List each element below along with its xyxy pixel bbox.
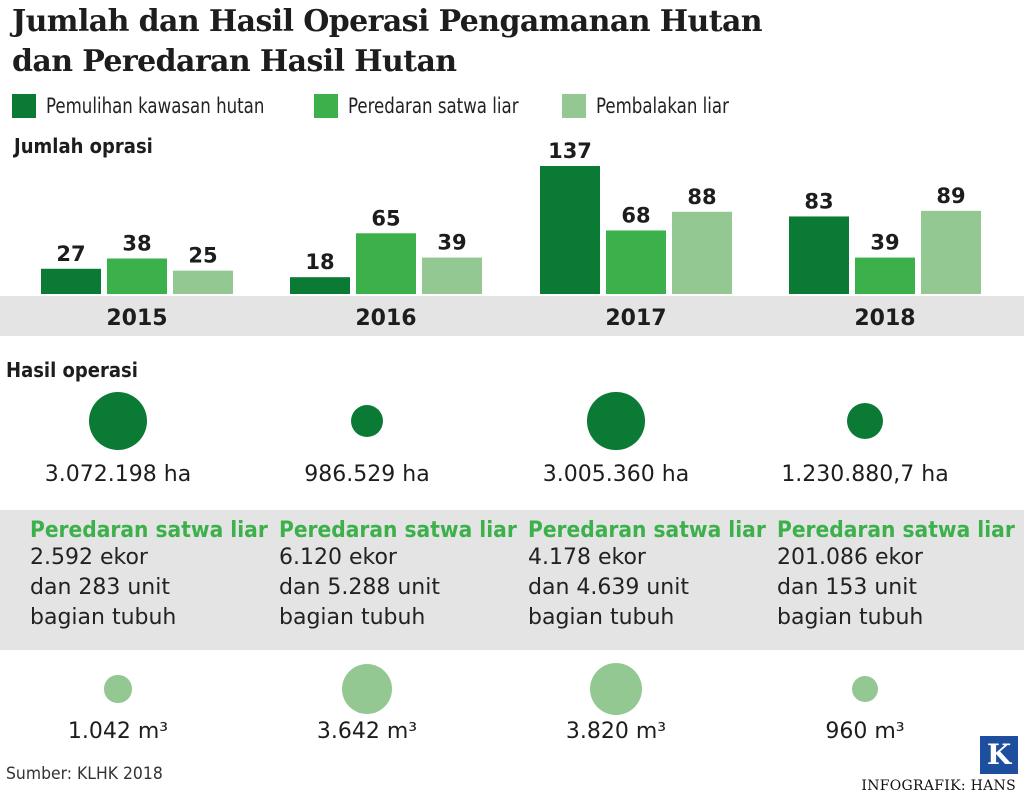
wildlife-col-2016: Peredaran satwa liar 6.120 ekor dan 5.28… [279,518,519,633]
wildlife-line: dan 153 unit [777,575,917,600]
bar-label-2016-pemulihan: 18 [305,250,334,274]
area-results-row: 3.072.198 ha 986.529 ha 3.005.360 ha 1.2… [0,388,1024,498]
bar-2015-pemulihan [41,268,101,294]
area-circle-2016 [350,404,384,438]
legend-item-satwa: Peredaran satwa liar [314,94,542,118]
wildlife-col-2015: Peredaran satwa liar 2.592 ekor dan 283 … [30,518,270,633]
area-circle-2017 [587,392,645,450]
infographic-credit: INFOGRAFIK: HANS [861,778,1016,794]
bar-2016-pemulihan [290,277,350,294]
bar-label-2015-satwa: 38 [122,231,151,255]
chart-title-line1: Jumlah dan Hasil Operasi Pengamanan Huta… [12,4,763,39]
wildlife-col-2018: Peredaran satwa liar 201.086 ekor dan 15… [777,518,1017,633]
bar-2015-pembalakan [173,270,233,294]
bar-label-2015-pemulihan: 27 [56,242,85,266]
legend: Pemulihan kawasan hutan Peredaran satwa … [12,92,767,120]
area-value-2017: 3.005.360 ha [542,462,690,487]
bar-label-2016-satwa: 65 [371,206,400,230]
area-value-2016: 986.529 ha [304,462,430,487]
section-label-jumlah: Jumlah oprasi [14,134,153,158]
legend-label-pemulihan: Pemulihan kawasan hutan [46,94,265,118]
bar-2018-satwa [855,257,915,294]
section-label-hasil: Hasil operasi [6,358,138,382]
year-label-2018: 2018 [854,306,915,331]
bar-2017-pembalakan [672,211,732,294]
wildlife-title: Peredaran satwa liar [528,518,766,543]
chart-title-line2: dan Peredaran Hasil Hutan [12,44,457,79]
year-band [0,296,1024,336]
wildlife-title: Peredaran satwa liar [777,518,1015,543]
legend-item-pembalakan: Pembalakan liar [561,94,747,118]
bar-label-2017-pemulihan: 137 [548,139,592,163]
volume-circle-2017 [590,663,642,715]
legend-swatch-pembalakan [561,94,586,118]
area-value-2018: 1.230.880,7 ha [781,462,949,487]
wildlife-title: Peredaran satwa liar [30,518,268,543]
volume-value-2015: 1.042 m³ [67,719,169,744]
wildlife-line: dan 5.288 unit [279,575,440,600]
bar-label-2018-pembalakan: 89 [936,184,965,208]
legend-label-satwa: Peredaran satwa liar [348,94,519,118]
wildlife-line: 6.120 ekor [279,545,397,570]
source-note: Sumber: KLHK 2018 [6,764,163,784]
wildlife-line: 201.086 ekor [777,545,923,570]
volume-circle-2016 [341,663,393,715]
legend-item-pemulihan: Pemulihan kawasan hutan [12,94,294,118]
volume-value-2017: 3.820 m³ [565,719,667,744]
bar-label-2015-pembalakan: 25 [188,244,217,268]
bar-2016-satwa [356,233,416,294]
bar-2016-pembalakan [422,257,482,294]
wildlife-col-2017: Peredaran satwa liar 4.178 ekor dan 4.63… [528,518,768,633]
volume-circle-2015 [104,675,132,703]
bar-2018-pembalakan [921,210,981,294]
bar-label-2017-satwa: 68 [621,203,650,227]
year-label-2016: 2016 [355,306,416,331]
wildlife-line: bagian tubuh [528,605,675,630]
wildlife-band: Peredaran satwa liar 2.592 ekor dan 283 … [0,510,1024,650]
year-label-2015: 2015 [106,306,167,331]
bar-2017-pemulihan [540,166,600,294]
year-label-2017: 2017 [605,306,666,331]
wildlife-title: Peredaran satwa liar [279,518,517,543]
wildlife-line: bagian tubuh [279,605,426,630]
area-circle-2018 [846,402,884,440]
publisher-logo: K [980,736,1018,774]
area-circle-2015 [89,392,147,450]
wildlife-line: dan 283 unit [30,575,170,600]
wildlife-line: bagian tubuh [30,605,177,630]
legend-label-pembalakan: Pembalakan liar [595,94,729,118]
bar-2018-pemulihan [789,216,849,294]
bar-chart: 27 38 25 2015 18 65 39 2016 137 68 88 2017 83 39 89 201… [41,139,981,331]
wildlife-line: bagian tubuh [777,605,924,630]
wildlife-line: 2.592 ekor [30,545,148,570]
bar-2015-satwa [107,258,167,294]
legend-swatch-pemulihan [12,94,36,118]
area-value-2015: 3.072.198 ha [44,462,192,487]
volume-value-2016: 3.642 m³ [316,719,418,744]
bar-2017-satwa [606,230,666,294]
bar-label-2016-pembalakan: 39 [437,231,466,255]
wildlife-line: dan 4.639 unit [528,575,689,600]
volume-value-2018: 960 m³ [825,719,905,744]
wildlife-line: 4.178 ekor [528,545,646,570]
legend-swatch-satwa [314,94,339,118]
volume-circle-2018 [851,675,879,703]
bar-label-2018-satwa: 39 [870,231,899,255]
bar-label-2017-pembalakan: 88 [687,185,716,209]
bar-label-2018-pemulihan: 83 [804,189,833,213]
timber-volume-row: 1.042 m³ 3.642 m³ 3.820 m³ 960 m³ [0,655,1024,755]
